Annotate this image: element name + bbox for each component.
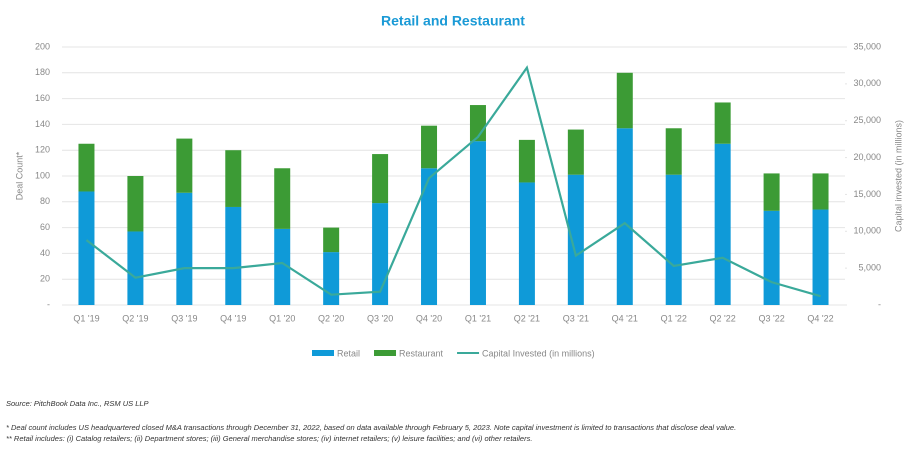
- footnote: ** Retail includes: (i) Catalog retailer…: [6, 434, 532, 443]
- x-tick-label: Q4 '21: [612, 313, 638, 323]
- y-tick-label: 120: [35, 145, 50, 155]
- bar-segment: [616, 72, 633, 129]
- x-tick-label: Q3 '20: [367, 313, 393, 323]
- y-tick-label: 140: [35, 119, 50, 129]
- y-axis-label: Deal Count*: [14, 151, 24, 200]
- y-tick-label: 180: [35, 67, 50, 77]
- y-tick-label: 60: [40, 222, 50, 232]
- source: Source: PitchBook Data Inc., RSM US LLP: [6, 399, 149, 408]
- y-tick-label: 40: [40, 248, 50, 258]
- y2-tick-label: 35,000: [853, 41, 881, 51]
- bar-segment: [372, 154, 389, 204]
- y2-tick-label: 5,000: [858, 263, 881, 273]
- x-tick-label: Q2 '20: [318, 313, 344, 323]
- y2-axis-label: Capital invested (in millions): [893, 120, 903, 232]
- legend-swatch: [374, 350, 397, 356]
- x-tick-label: Q4 '22: [807, 313, 833, 323]
- x-tick-label: Q2 '19: [122, 313, 148, 323]
- bar-segment: [225, 150, 242, 207]
- y2-tick-label: -: [878, 299, 881, 309]
- x-tick-label: Q4 '19: [220, 313, 246, 323]
- bar-segment: [665, 174, 682, 305]
- bar-segment: [176, 138, 193, 193]
- bar-segment: [616, 128, 633, 305]
- bar-segment: [518, 182, 535, 305]
- bar-segment: [274, 228, 291, 305]
- x-tick-label: Q2 '21: [514, 313, 540, 323]
- bar-segment: [78, 143, 95, 192]
- bar-segment: [469, 141, 486, 305]
- y2-tick-label: 15,000: [853, 189, 881, 199]
- y-tick-label: 200: [35, 41, 50, 51]
- y2-tick-label: 20,000: [853, 152, 881, 162]
- bar-segment: [127, 231, 144, 305]
- legend-label: Capital Invested (in millions): [482, 348, 595, 358]
- x-tick-label: Q1 '19: [73, 313, 99, 323]
- y2-tick-label: 10,000: [853, 226, 881, 236]
- bar-segment: [714, 102, 731, 144]
- y-tick-label: 100: [35, 170, 50, 180]
- legend-swatch: [312, 350, 334, 356]
- x-tick-label: Q3 '22: [758, 313, 784, 323]
- bar-segment: [665, 128, 682, 175]
- x-tick-label: Q1 '20: [269, 313, 295, 323]
- bar-segment: [274, 168, 291, 229]
- bar-segment: [567, 129, 584, 175]
- y-tick-label: 20: [40, 274, 50, 284]
- bar-segment: [567, 174, 584, 305]
- y-tick-label: -: [47, 299, 50, 309]
- bar-segment: [323, 227, 340, 253]
- bar-segment: [372, 203, 389, 305]
- x-tick-label: Q1 '22: [661, 313, 687, 323]
- bar-segment: [763, 210, 780, 305]
- bar-segment: [518, 139, 535, 183]
- bar-segment: [78, 191, 95, 305]
- y2-tick-label: 25,000: [853, 115, 881, 125]
- footnote: * Deal count includes US headquartered c…: [6, 423, 736, 432]
- x-tick-label: Q1 '21: [465, 313, 491, 323]
- legend-label: Restaurant: [399, 348, 444, 358]
- y-tick-label: 80: [40, 196, 50, 206]
- x-tick-label: Q4 '20: [416, 313, 442, 323]
- bar-segment: [421, 125, 438, 169]
- bar-segment: [323, 252, 340, 305]
- bar-segment: [812, 173, 829, 210]
- bar-segment: [714, 143, 731, 305]
- line: [85, 65, 821, 298]
- chart-title: Retail and Restaurant: [381, 13, 525, 29]
- bar-segment: [812, 209, 829, 305]
- y2-tick-label: 30,000: [853, 78, 881, 88]
- x-tick-label: Q3 '19: [171, 313, 197, 323]
- bar-segment: [127, 176, 144, 232]
- y-tick-label: 160: [35, 93, 50, 103]
- legend-label: Retail: [337, 348, 360, 358]
- bar-segment: [421, 168, 438, 305]
- bar-segment: [225, 206, 242, 305]
- bar-segment: [176, 192, 193, 305]
- x-tick-label: Q3 '21: [563, 313, 589, 323]
- x-tick-label: Q2 '22: [710, 313, 736, 323]
- bar-segment: [763, 173, 780, 211]
